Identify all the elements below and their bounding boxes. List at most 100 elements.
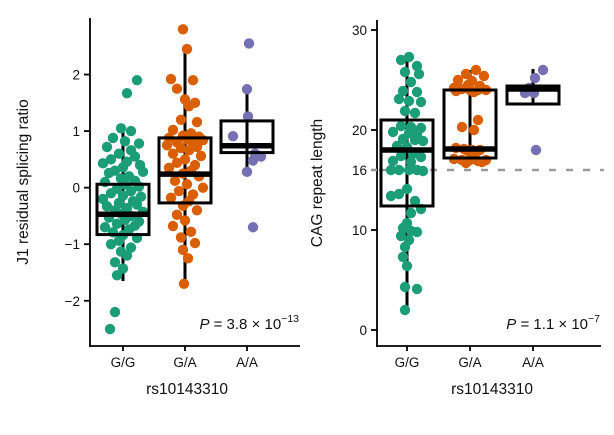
data-point [456, 121, 468, 133]
data-point [191, 205, 203, 216]
data-point [468, 86, 480, 98]
data-point [175, 232, 187, 243]
box [157, 136, 213, 205]
data-point [178, 278, 190, 289]
data-point [179, 154, 191, 165]
data-point [393, 188, 405, 200]
data-point [111, 270, 123, 281]
data-point [401, 183, 413, 195]
data-point [537, 64, 549, 76]
category-label: G/A [458, 355, 481, 370]
data-point [413, 68, 425, 80]
data-point [460, 68, 472, 80]
data-point [171, 209, 183, 220]
y-tick-label: 10 [352, 223, 367, 238]
data-point [195, 150, 207, 162]
data-point [395, 54, 407, 66]
x-axis-title: rs10143310 [451, 381, 533, 398]
data-point [241, 84, 253, 95]
data-point [411, 86, 423, 98]
data-point [399, 66, 411, 78]
data-point [411, 60, 423, 72]
data-point [161, 140, 173, 151]
data-point [167, 148, 179, 159]
data-point [399, 105, 411, 117]
data-point [105, 188, 117, 199]
data-point [415, 151, 427, 163]
data-point [183, 101, 195, 112]
data-point [101, 141, 113, 153]
data-point [181, 179, 193, 190]
p-value-label: P = 1.1 × 10−7 [506, 313, 600, 333]
data-point [165, 73, 177, 85]
data-point [395, 120, 407, 132]
data-point [403, 51, 415, 63]
data-point [409, 107, 421, 119]
data-point [165, 192, 177, 204]
data-point [111, 218, 123, 230]
data-point [104, 323, 116, 335]
data-point [191, 141, 203, 153]
data-point [125, 185, 137, 197]
category-label: G/G [395, 355, 420, 370]
data-point [169, 175, 181, 187]
data-point [167, 220, 179, 232]
data-point [399, 281, 411, 293]
y-axis-title: CAG repeat length [309, 119, 326, 247]
data-point [478, 70, 490, 82]
data-point [189, 237, 201, 249]
x-axis-title: rs10143310 [146, 381, 228, 398]
data-point [452, 74, 464, 86]
data-point [405, 207, 417, 219]
data-point [395, 230, 407, 242]
data-point [129, 151, 141, 162]
category-label: A/A [236, 355, 258, 370]
data-point [109, 257, 121, 268]
data-point [117, 162, 129, 173]
data-point [385, 164, 397, 176]
data-point [403, 164, 415, 176]
data-point [117, 263, 129, 274]
data-point [411, 226, 423, 238]
data-point [393, 164, 405, 176]
data-point [119, 136, 131, 147]
data-point [105, 154, 117, 165]
data-point [405, 76, 417, 88]
data-point [415, 96, 427, 108]
data-point [385, 190, 397, 202]
data-point [101, 201, 113, 212]
data-point [105, 239, 117, 250]
data-point [227, 130, 239, 142]
data-point [417, 165, 429, 177]
data-point [107, 132, 119, 144]
data-point [197, 182, 209, 193]
data-point [133, 138, 145, 149]
chart-panel-cag: 0 10 16 20 30 G/G G/A A/A rs10143310 CAG repeat l… [309, 20, 604, 398]
box [505, 84, 561, 106]
data-point [177, 244, 189, 256]
data-point [121, 88, 133, 99]
data-point [125, 242, 137, 253]
y-tick-label: −2 [65, 294, 80, 309]
p-value-label: P = 3.8 × 10−13 [199, 313, 299, 333]
data-point [119, 214, 131, 226]
data-point [403, 95, 415, 107]
data-point [405, 156, 417, 168]
data-point [399, 304, 411, 316]
data-point [530, 144, 542, 156]
data-point [135, 191, 147, 202]
chart-panel-splicing: −2 −1 0 1 2 G/G G/A A/A rs10143310 J1 residual sp… [15, 18, 300, 398]
data-point [241, 166, 253, 178]
data-point [181, 43, 193, 55]
data-point [393, 93, 405, 105]
data-point [411, 283, 423, 295]
data-point [113, 148, 125, 159]
data-point [243, 38, 255, 49]
data-point [472, 114, 484, 126]
data-point [163, 162, 175, 174]
data-point [131, 199, 143, 210]
data-point [529, 72, 541, 84]
y-tick-label: 0 [359, 323, 367, 338]
data-point [247, 222, 259, 233]
data-point [171, 83, 183, 94]
